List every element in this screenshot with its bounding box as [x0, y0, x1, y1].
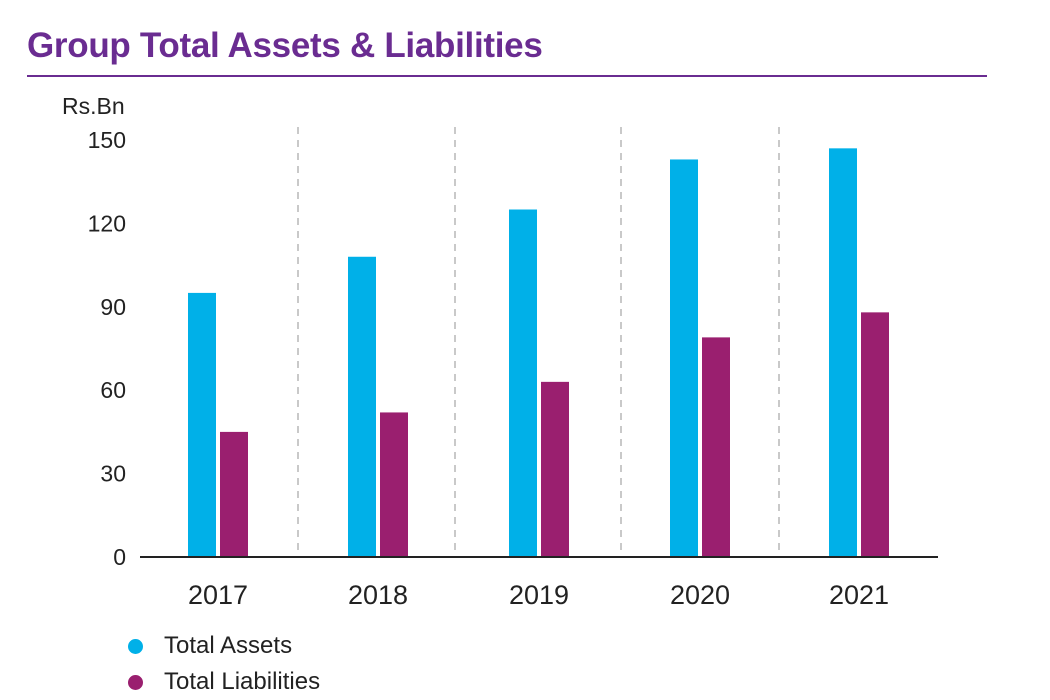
legend-label-total-liabilities: Total Liabilities	[164, 668, 321, 695]
bar-total-assets-2017	[188, 292, 216, 557]
legend-label-total-assets: Total Assets	[164, 632, 293, 659]
x-tick-label-2019: 2019	[509, 580, 569, 610]
bar-total-assets-2021	[829, 148, 857, 557]
y-tick-label-30: 30	[100, 461, 126, 487]
bar-total-liabilities-2020	[702, 337, 730, 557]
legend-item-total-assets: Total Assets	[128, 628, 320, 664]
bar-chart: Rs.Bn 0 30 60 90 120 150 2017 2018 2019 2020 2021	[62, 93, 938, 610]
bar-total-liabilities-2021	[861, 312, 889, 557]
y-tick-label-60: 60	[100, 377, 126, 403]
y-tick-label-0: 0	[113, 544, 126, 570]
y-tick-label-120: 120	[88, 210, 126, 236]
x-tick-label-2018: 2018	[348, 580, 408, 610]
title-underline	[27, 75, 987, 77]
x-tick-label-2021: 2021	[829, 580, 889, 610]
x-tick-label-2017: 2017	[188, 580, 248, 610]
legend-swatch-total-liabilities	[128, 674, 143, 690]
y-tick-label-150: 150	[88, 127, 126, 153]
y-tick-label-90: 90	[100, 294, 126, 320]
bar-total-assets-2020	[670, 159, 698, 557]
chart-title: Group Total Assets & Liabilities	[27, 26, 543, 65]
bar-total-assets-2019	[509, 209, 537, 557]
x-tick-label-2020: 2020	[670, 580, 730, 610]
legend-swatch-total-assets	[128, 638, 143, 654]
bar-total-liabilities-2017	[220, 431, 248, 557]
bar-total-liabilities-2019	[541, 381, 569, 557]
y-axis-unit-label: Rs.Bn	[62, 93, 125, 119]
chart-legend: Total Assets Total Liabilities	[128, 628, 320, 700]
legend-item-total-liabilities: Total Liabilities	[128, 664, 320, 700]
bar-total-assets-2018	[348, 256, 376, 557]
bar-total-liabilities-2018	[380, 412, 408, 557]
